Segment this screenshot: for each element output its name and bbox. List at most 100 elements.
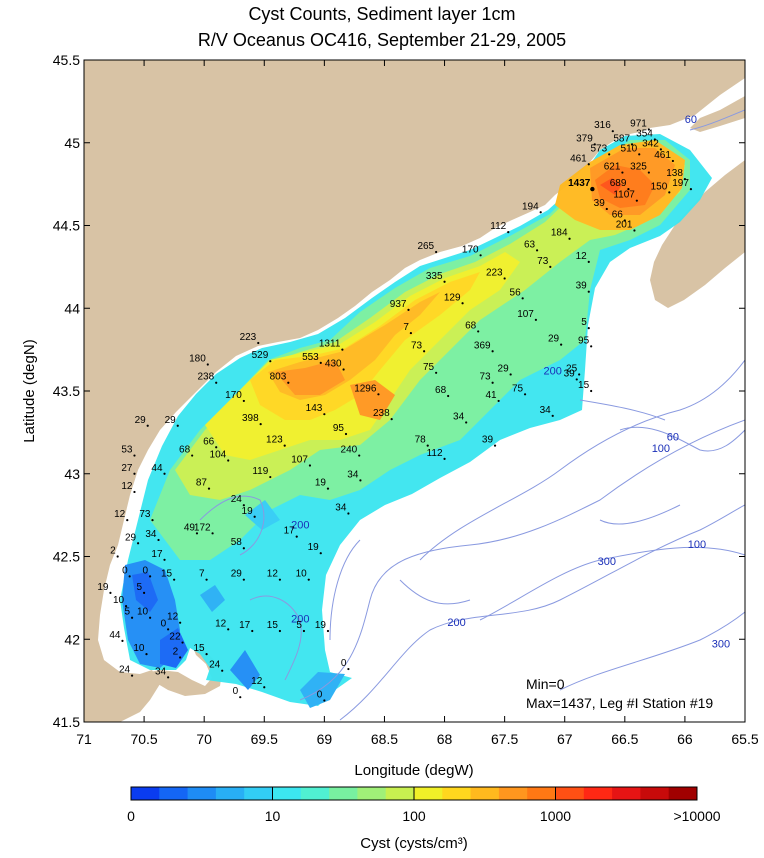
station-value: 1311	[319, 339, 341, 350]
depth-label: 60	[685, 114, 697, 126]
station-value: 0	[122, 565, 128, 576]
station-value: 12	[251, 676, 263, 687]
station-value: 68	[435, 385, 447, 396]
station-value: 75	[423, 362, 435, 373]
station-value: 73	[479, 372, 491, 383]
station-dot	[638, 153, 641, 156]
station-dot	[133, 472, 136, 475]
station-value: 461	[654, 150, 671, 161]
station-value: 0	[317, 689, 323, 700]
y-tick-label: 43.5	[53, 383, 80, 399]
station-value: 15	[161, 569, 173, 580]
station-dot	[611, 130, 614, 133]
station-dot	[179, 656, 182, 659]
station-dot	[181, 641, 184, 644]
x-tick-label: 69.5	[251, 731, 278, 747]
y-tick-label: 45	[64, 135, 80, 151]
station-value: 803	[270, 372, 287, 383]
station-dot	[493, 444, 497, 447]
station-dot	[647, 171, 650, 174]
station-value: 29	[548, 334, 560, 345]
x-tick-label: 67	[557, 731, 573, 747]
station-dot	[341, 348, 344, 351]
station-value: 10	[113, 595, 125, 606]
station-dot	[142, 591, 146, 595]
station-value: 240	[341, 445, 358, 456]
station-dot	[326, 629, 330, 633]
station-value: 461	[570, 153, 587, 164]
station-dot	[173, 578, 176, 581]
station-value: 68	[465, 320, 477, 331]
station-value: 143	[306, 403, 323, 414]
x-tick-label: 69	[317, 731, 333, 747]
station-dot	[206, 363, 209, 366]
station-value: 129	[444, 292, 461, 303]
station-dot	[683, 178, 687, 181]
station-value: 119	[252, 466, 268, 477]
station-dot	[503, 277, 506, 280]
station-value: 238	[373, 408, 390, 419]
station-dot	[124, 605, 128, 608]
depth-label: 300	[712, 639, 730, 651]
station-value: 5	[125, 607, 131, 618]
station-dot	[443, 280, 446, 283]
colorbar-tick-label: 0	[127, 808, 135, 824]
station-dot	[347, 512, 350, 515]
station-value: 12	[576, 251, 588, 262]
station-dot	[689, 187, 693, 191]
min-value-label: Min=0	[526, 676, 565, 692]
station-value: 5	[296, 620, 302, 631]
depth-label: 200	[447, 617, 465, 629]
station-value: 0	[341, 658, 347, 669]
station-value: 1437	[568, 178, 591, 189]
station-value: 58	[231, 537, 243, 548]
station-dot	[221, 669, 224, 672]
map-subtitle: R/V Oceanus OC416, September 21-29, 2005	[197, 30, 567, 50]
station-dot	[263, 686, 266, 689]
station-value: 19	[242, 506, 254, 517]
colorbar-swatch	[555, 787, 585, 800]
station-dot	[477, 330, 480, 333]
station-dot	[287, 381, 290, 384]
station-value: 63	[524, 239, 536, 250]
station-dot	[242, 547, 245, 550]
station-value: 937	[390, 299, 407, 310]
station-dot	[590, 389, 593, 393]
station-dot	[319, 361, 322, 364]
station-value: 34	[347, 469, 359, 480]
station-dot	[130, 616, 134, 619]
colorbar-swatch	[244, 787, 273, 800]
station-value: 34	[145, 529, 157, 540]
station-value: 73	[537, 256, 549, 267]
station-dot	[205, 578, 208, 581]
colorbar-tick-label: 10	[265, 808, 281, 824]
depth-label: 200	[544, 365, 562, 377]
station-value: 68	[179, 445, 191, 456]
colorbar-tick-label: 1000	[540, 808, 571, 824]
station-dot	[133, 454, 136, 457]
colorbar-tick-labels: 0 10 100 1000 >10000	[127, 787, 721, 824]
station-dot	[278, 629, 281, 633]
x-tick-label: 71	[76, 731, 92, 747]
station-value: 689	[610, 178, 627, 189]
x-tick-label: 70.5	[130, 731, 157, 747]
station-dot	[535, 249, 539, 252]
station-value: 5	[581, 317, 587, 328]
station-value: 379	[576, 133, 593, 144]
station-dot	[509, 373, 512, 376]
station-dot	[191, 454, 194, 457]
station-value: 24	[119, 665, 131, 676]
station-dot	[578, 373, 581, 376]
station-dot	[149, 616, 152, 619]
station-dot	[435, 250, 438, 254]
station-value: 19	[315, 478, 327, 489]
station-value: 29	[231, 569, 243, 580]
station-value: 1107	[613, 190, 635, 201]
colorbar-swatch	[300, 787, 330, 800]
station-value: 10	[296, 569, 308, 580]
station-value: 41	[486, 390, 498, 401]
station-dot	[627, 187, 630, 191]
station-value: 25	[566, 363, 578, 374]
station-value: 7	[199, 569, 205, 580]
